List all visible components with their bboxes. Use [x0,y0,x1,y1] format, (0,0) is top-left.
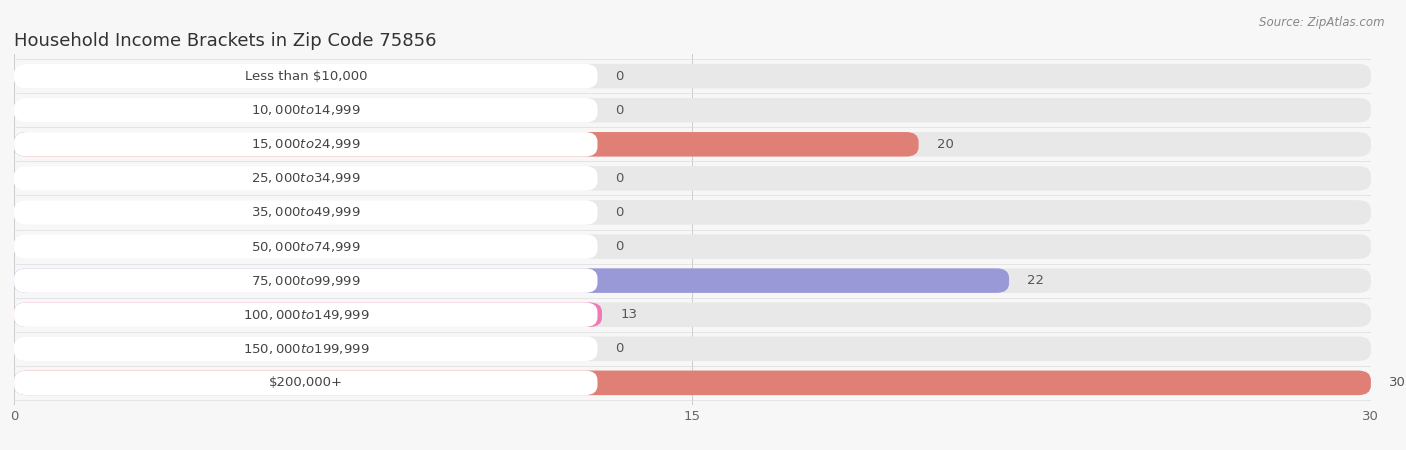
FancyBboxPatch shape [14,337,598,361]
Text: $100,000 to $149,999: $100,000 to $149,999 [242,308,368,322]
FancyBboxPatch shape [14,337,1371,361]
Text: $75,000 to $99,999: $75,000 to $99,999 [250,274,360,288]
Text: 0: 0 [616,342,624,355]
FancyBboxPatch shape [14,64,1371,88]
FancyBboxPatch shape [14,302,598,327]
Text: $15,000 to $24,999: $15,000 to $24,999 [250,137,360,151]
FancyBboxPatch shape [14,268,598,293]
FancyBboxPatch shape [14,302,602,327]
FancyBboxPatch shape [14,371,1371,395]
Text: Source: ZipAtlas.com: Source: ZipAtlas.com [1260,16,1385,29]
FancyBboxPatch shape [14,234,598,259]
Text: 0: 0 [616,206,624,219]
FancyBboxPatch shape [14,166,1371,191]
FancyBboxPatch shape [14,98,1371,122]
Text: $200,000+: $200,000+ [269,376,343,389]
FancyBboxPatch shape [14,268,1371,293]
FancyBboxPatch shape [14,200,598,225]
FancyBboxPatch shape [14,200,1371,225]
FancyBboxPatch shape [14,132,1371,157]
Text: $35,000 to $49,999: $35,000 to $49,999 [250,206,360,220]
Text: 0: 0 [616,240,624,253]
Text: 0: 0 [616,104,624,117]
Text: $10,000 to $14,999: $10,000 to $14,999 [250,103,360,117]
FancyBboxPatch shape [14,371,1371,395]
FancyBboxPatch shape [14,132,598,157]
Text: $150,000 to $199,999: $150,000 to $199,999 [242,342,368,356]
Text: 22: 22 [1028,274,1045,287]
FancyBboxPatch shape [14,268,1010,293]
Text: Less than $10,000: Less than $10,000 [245,70,367,83]
FancyBboxPatch shape [14,371,598,395]
Text: 20: 20 [936,138,953,151]
Text: 30: 30 [1389,376,1406,389]
FancyBboxPatch shape [14,166,598,191]
Text: 0: 0 [616,172,624,185]
FancyBboxPatch shape [14,132,918,157]
FancyBboxPatch shape [14,302,1371,327]
FancyBboxPatch shape [14,64,598,88]
Text: $25,000 to $34,999: $25,000 to $34,999 [250,171,360,185]
Text: Household Income Brackets in Zip Code 75856: Household Income Brackets in Zip Code 75… [14,32,436,50]
FancyBboxPatch shape [14,98,598,122]
Text: $50,000 to $74,999: $50,000 to $74,999 [250,239,360,253]
Text: 0: 0 [616,70,624,83]
FancyBboxPatch shape [14,234,1371,259]
Text: 13: 13 [620,308,637,321]
